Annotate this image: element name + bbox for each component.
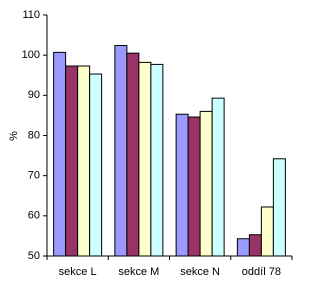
bar (199, 110, 213, 257)
bar (187, 116, 201, 257)
bar (77, 65, 91, 257)
bar (236, 238, 250, 257)
bar (114, 45, 128, 257)
y-tick-label: 70 (28, 170, 40, 182)
y-tick-label: 90 (28, 89, 40, 101)
bar (53, 51, 67, 257)
x-tick-label: sekce L (59, 266, 97, 278)
bar (248, 234, 262, 257)
y-axis-label: % (8, 131, 20, 141)
x-tick-label: sekce N (180, 266, 220, 278)
y-tick-label: 110 (22, 9, 40, 21)
bar (89, 73, 103, 257)
x-tick-label: oddíl 78 (242, 266, 281, 278)
y-tick-label: 80 (28, 129, 40, 141)
chart: % 50 60 70 80 90 100 110 sekce L sekce M sekce N o… (7, 8, 293, 278)
bar (150, 63, 164, 257)
x-tick-label: sekce M (118, 266, 159, 278)
bar (260, 206, 274, 257)
bar (272, 158, 286, 257)
y-tick-label: 60 (28, 210, 40, 222)
bar (211, 97, 225, 257)
bar (126, 52, 140, 257)
bar (65, 65, 79, 257)
y-tick-label: 100 (22, 49, 40, 61)
y-tick-label: 50 (28, 250, 40, 262)
bar (175, 113, 189, 257)
bar (138, 61, 152, 257)
